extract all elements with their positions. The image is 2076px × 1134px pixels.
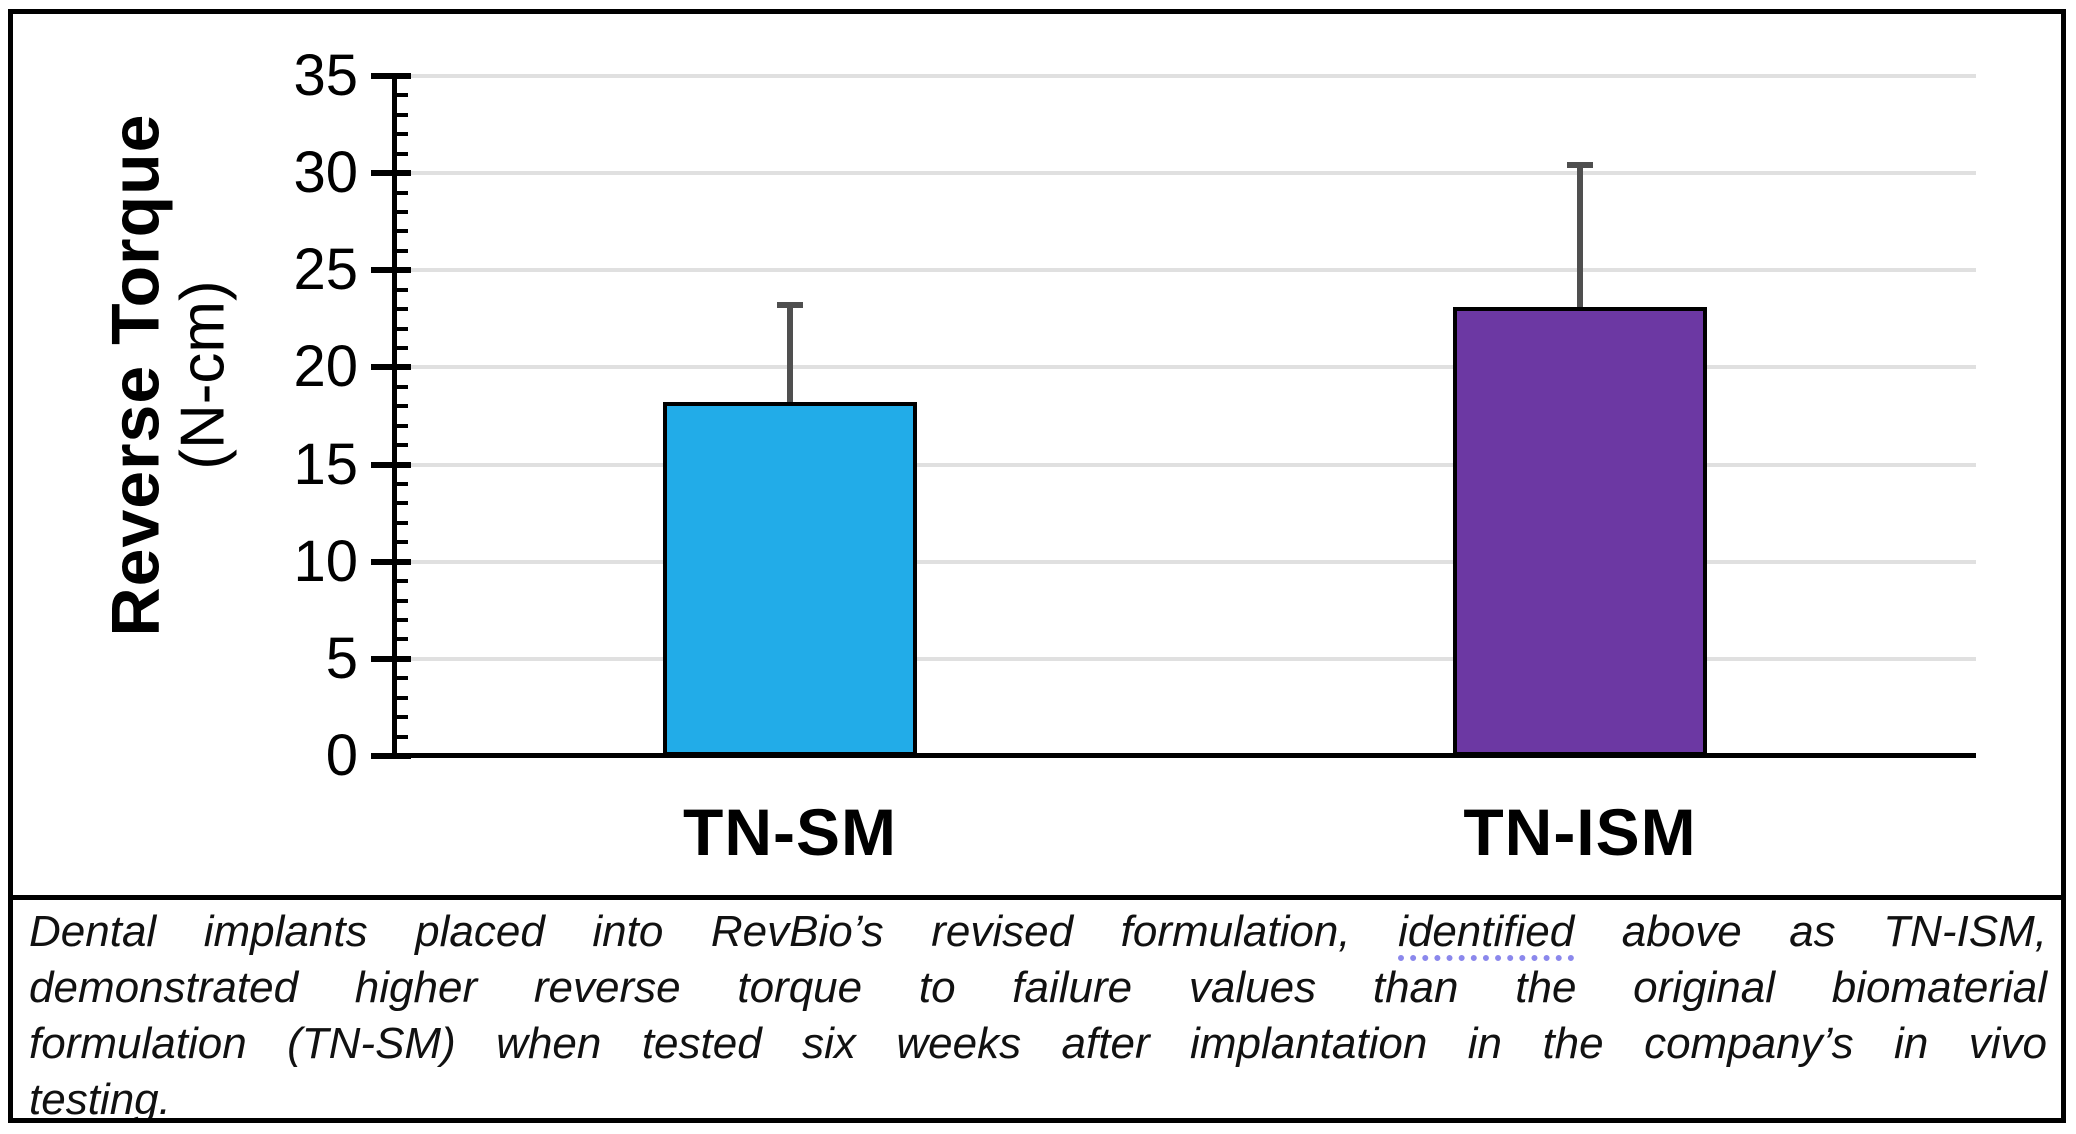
y-axis-minor-tick [392, 598, 408, 603]
caption-line: Dental implants placed into RevBio’s rev… [29, 904, 2047, 960]
x-axis-line [392, 753, 1976, 758]
y-axis-minor-tick [392, 482, 408, 486]
y-axis-minor-tick [392, 423, 408, 428]
y-axis-minor-tick [392, 210, 408, 214]
y-axis-tick-label: 10 [293, 528, 358, 594]
gridline [397, 74, 1976, 78]
y-axis-tick-label: 35 [293, 43, 358, 108]
y-axis-tick-label: 5 [325, 625, 358, 691]
bar-tn-ism [1453, 307, 1707, 756]
y-axis-major-tick [371, 267, 411, 274]
y-axis-minor-tick [392, 326, 408, 331]
y-axis-minor-tick [392, 579, 408, 584]
caption-line: formulation (TN-SM) when tested six week… [29, 1019, 2047, 1068]
y-axis-minor-tick [392, 676, 408, 681]
error-bar-cap [1567, 162, 1593, 169]
y-axis-tick-label: 15 [293, 431, 358, 497]
y-axis-line [392, 74, 397, 759]
error-bar-line [1577, 165, 1583, 308]
y-axis-minor-tick [392, 248, 408, 253]
y-axis-minor-tick [392, 637, 408, 642]
y-axis-major-tick [371, 753, 411, 759]
y-axis-minor-tick [392, 229, 408, 234]
gridline [397, 559, 1976, 564]
x-axis-category-label: TN-SM [683, 795, 897, 869]
bar-tn-sm [663, 402, 917, 756]
y-axis-minor-tick [392, 618, 408, 622]
y-axis-minor-tick [392, 443, 408, 448]
caption-text: above as TN-ISM, [1574, 907, 2047, 956]
y-axis-major-tick [371, 655, 411, 662]
y-axis-minor-tick [392, 734, 408, 739]
caption-underlined-word: identified [1398, 907, 1575, 956]
y-axis-minor-tick [392, 190, 408, 195]
gridline [397, 268, 1976, 273]
gridline [397, 462, 1976, 467]
y-axis-minor-tick [392, 501, 408, 506]
gridline [397, 365, 1976, 370]
caption-divider-line [8, 895, 2066, 900]
y-axis-major-tick [371, 170, 411, 177]
y-axis-minor-tick [392, 307, 408, 312]
y-axis-tick-label: 30 [293, 140, 358, 206]
caption-text: Dental implants placed into RevBio’s rev… [29, 907, 1399, 956]
y-axis-minor-tick [392, 540, 408, 545]
y-axis-minor-tick [392, 520, 408, 525]
y-axis-minor-tick [392, 715, 408, 720]
gridline [397, 171, 1976, 176]
y-axis-major-tick [371, 461, 411, 468]
caption-line: demonstrated higher reverse torque to fa… [29, 963, 2047, 1012]
y-axis-minor-tick [392, 384, 408, 389]
error-bar-line [787, 305, 793, 403]
x-axis-category-label: TN-ISM [1463, 795, 1697, 869]
y-axis-minor-tick [392, 404, 408, 409]
y-axis-minor-tick [392, 151, 408, 156]
y-axis-tick-label: 25 [293, 237, 358, 303]
y-axis-tick-label: 20 [293, 334, 358, 400]
y-axis-tick-label: 0 [325, 723, 358, 788]
y-axis-minor-tick [392, 93, 408, 98]
caption: Dental implants placed into RevBio’s rev… [13, 900, 2063, 1128]
y-axis-minor-tick [392, 132, 408, 137]
y-axis-major-tick [371, 364, 411, 371]
y-axis-minor-tick [392, 112, 408, 117]
y-axis-minor-tick [392, 346, 408, 350]
y-axis-major-tick [371, 73, 411, 79]
gridline [397, 656, 1976, 661]
caption-line: testing. [29, 1075, 171, 1124]
error-bar-cap [777, 302, 803, 309]
y-axis-minor-tick [392, 287, 408, 292]
y-axis-major-tick [371, 558, 411, 565]
y-axis-minor-tick [392, 695, 408, 700]
